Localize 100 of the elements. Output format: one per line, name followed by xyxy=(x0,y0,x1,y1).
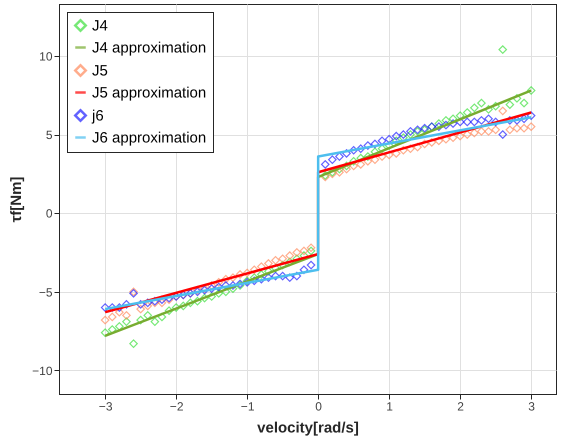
point xyxy=(512,124,522,133)
point xyxy=(100,316,110,324)
y-tick-label: 5 xyxy=(46,128,53,142)
point xyxy=(300,265,308,274)
point xyxy=(328,155,337,164)
point xyxy=(193,296,202,306)
point xyxy=(172,303,180,312)
point xyxy=(143,302,152,310)
point xyxy=(306,260,316,270)
y-axis-title: τf[Nm] xyxy=(8,176,26,222)
point xyxy=(442,116,450,125)
point xyxy=(292,272,302,280)
point xyxy=(342,149,351,158)
y-tick-label: −5 xyxy=(38,285,53,300)
point xyxy=(442,120,450,130)
point xyxy=(370,140,380,148)
point xyxy=(136,316,145,324)
point xyxy=(470,128,479,138)
point xyxy=(300,246,308,256)
point xyxy=(520,98,528,108)
point xyxy=(470,118,479,126)
point xyxy=(264,259,273,268)
point xyxy=(462,130,472,139)
point xyxy=(498,130,508,139)
point xyxy=(306,243,316,252)
point xyxy=(158,312,166,322)
point xyxy=(484,127,493,136)
point xyxy=(427,138,436,147)
point xyxy=(222,274,230,284)
point xyxy=(186,298,195,308)
point xyxy=(456,111,464,120)
point xyxy=(498,45,508,54)
point xyxy=(448,133,458,142)
point xyxy=(484,105,493,114)
x-tick-label: 3 xyxy=(528,400,536,414)
point xyxy=(136,304,145,314)
point xyxy=(378,152,386,161)
point xyxy=(491,102,500,111)
point xyxy=(526,86,536,95)
legend-label: j6 xyxy=(91,108,104,124)
point xyxy=(434,136,444,146)
point xyxy=(526,111,536,120)
point xyxy=(406,144,415,153)
point xyxy=(498,106,508,116)
point xyxy=(164,306,174,315)
y-tick-label: −10 xyxy=(32,364,53,378)
point xyxy=(100,303,110,312)
point xyxy=(349,156,358,166)
point xyxy=(399,146,408,155)
point xyxy=(406,127,415,136)
point xyxy=(512,116,522,125)
point xyxy=(271,256,280,265)
point xyxy=(462,108,472,117)
point xyxy=(477,127,486,136)
point xyxy=(392,149,401,158)
point xyxy=(477,98,486,108)
point xyxy=(434,119,444,128)
point xyxy=(520,124,528,133)
point xyxy=(207,284,216,293)
point xyxy=(257,270,266,279)
point xyxy=(122,311,131,320)
point xyxy=(242,268,252,278)
point xyxy=(150,317,160,326)
point xyxy=(136,300,145,309)
point xyxy=(491,126,500,134)
point xyxy=(285,273,294,282)
point xyxy=(356,144,366,153)
x-axis-title: velocity[rad/s] xyxy=(257,420,359,436)
legend-label: J4 approximation xyxy=(92,40,206,56)
point xyxy=(257,262,266,271)
point xyxy=(292,248,302,257)
point xyxy=(100,328,110,337)
legend-label: J5 xyxy=(92,62,108,80)
point xyxy=(207,292,216,301)
x-tick-label: 2 xyxy=(457,400,464,414)
point xyxy=(512,94,522,103)
point xyxy=(122,317,131,326)
y-tick-label: 10 xyxy=(39,49,53,64)
point xyxy=(406,130,415,139)
point xyxy=(143,311,152,320)
point xyxy=(349,146,358,155)
point xyxy=(178,302,188,310)
point xyxy=(264,273,273,282)
legend-label: J4 xyxy=(92,18,108,34)
point xyxy=(278,272,287,280)
point xyxy=(506,100,514,109)
point xyxy=(413,142,422,152)
point xyxy=(526,122,536,131)
point xyxy=(364,141,372,150)
y-tick-label: 0 xyxy=(46,206,53,221)
point xyxy=(448,119,458,128)
point xyxy=(278,254,287,264)
point xyxy=(306,246,316,256)
point xyxy=(484,114,493,124)
point xyxy=(506,126,514,134)
point xyxy=(399,130,408,139)
point xyxy=(200,294,209,302)
legend-label: J5 approximation xyxy=(92,84,206,102)
point xyxy=(434,122,444,131)
point xyxy=(470,103,479,112)
